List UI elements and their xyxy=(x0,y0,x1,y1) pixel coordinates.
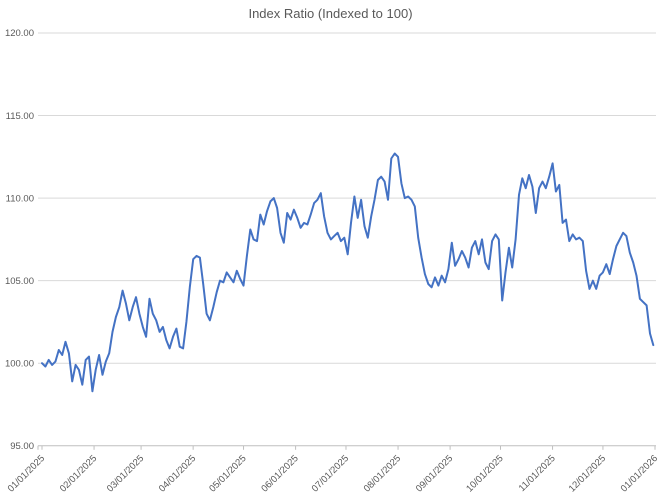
x-tick-label: 05/01/2025 xyxy=(207,453,248,494)
y-tick-label: 105.00 xyxy=(5,276,34,287)
x-tick-label: 12/01/2025 xyxy=(567,453,608,494)
chart-title: Index Ratio (Indexed to 100) xyxy=(248,6,413,21)
y-tick-label: 110.00 xyxy=(6,193,34,204)
x-tick-label: 06/01/2025 xyxy=(259,453,300,494)
x-tick-label: 09/01/2025 xyxy=(414,453,455,494)
x-tick-label: 07/01/2025 xyxy=(310,453,351,494)
y-tick-label: 115.00 xyxy=(6,111,34,122)
x-tick-label: 03/01/2025 xyxy=(105,453,146,494)
y-tick-label: 100.00 xyxy=(5,358,34,369)
x-axis-labels: 01/01/2025 02/01/2025 03/01/2025 04/01/2025… xyxy=(6,453,660,494)
x-tick-label: 11/01/2025 xyxy=(517,453,558,494)
x-tick-label: 10/01/2025 xyxy=(464,453,505,494)
x-axis-ticks xyxy=(37,445,656,450)
y-tick-label: 120.00 xyxy=(5,28,34,39)
y-gridlines xyxy=(38,32,656,447)
x-tick-label: 08/01/2025 xyxy=(362,453,403,494)
x-tick-label: 04/01/2025 xyxy=(157,453,198,494)
x-tick-label: 02/01/2025 xyxy=(58,453,99,494)
y-axis-labels: 95.00 100.00 105.00 110.00 115.00 120.00 xyxy=(5,28,34,452)
y-tick-label: 95.00 xyxy=(10,441,34,452)
x-tick-label: 01/01/2025 xyxy=(6,453,47,494)
series-line xyxy=(41,152,655,393)
x-tick-label: 01/01/2026 xyxy=(619,453,660,494)
